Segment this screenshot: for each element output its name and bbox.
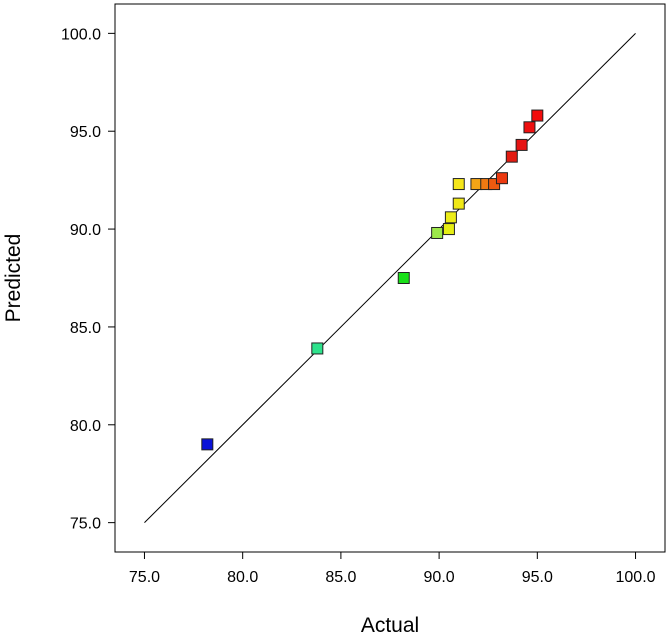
x-axis-label: Actual [361,614,419,636]
reference-line [144,33,636,523]
data-point [431,226,444,239]
x-tick-label: 85.0 [325,569,356,586]
data-point [452,178,465,191]
x-tick-label: 90.0 [424,569,455,586]
x-tick-label: 80.0 [227,569,258,586]
x-tick-label: 100.0 [616,569,656,586]
data-point [397,272,410,284]
y-tick-label: 90.0 [70,222,101,239]
y-tick-label: 80.0 [70,418,101,435]
data-point [495,172,508,185]
y-tick-label: 95.0 [70,124,101,141]
plot-frame [114,3,666,553]
data-point [531,109,544,122]
data-point [515,138,528,151]
x-tick-label: 95.0 [522,569,553,586]
data-points [201,109,544,451]
data-point [311,342,324,355]
data-point [201,438,214,451]
y-axis-label: Predicted [2,234,25,323]
x-axis: 75.0 80.0 85.0 90.0 95.0 100.0 [129,552,656,586]
y-tick-label: 85.0 [70,320,101,337]
data-point [444,211,457,224]
y-tick-label: 100.0 [61,26,101,43]
data-point [442,223,455,236]
x-tick-label: 75.0 [129,569,160,586]
data-point [505,150,518,163]
y-axis: 75.0 80.0 85.0 90.0 95.0 100.0 [61,26,115,533]
y-tick-label: 75.0 [70,516,101,533]
data-point [452,197,465,210]
data-point [523,121,536,134]
